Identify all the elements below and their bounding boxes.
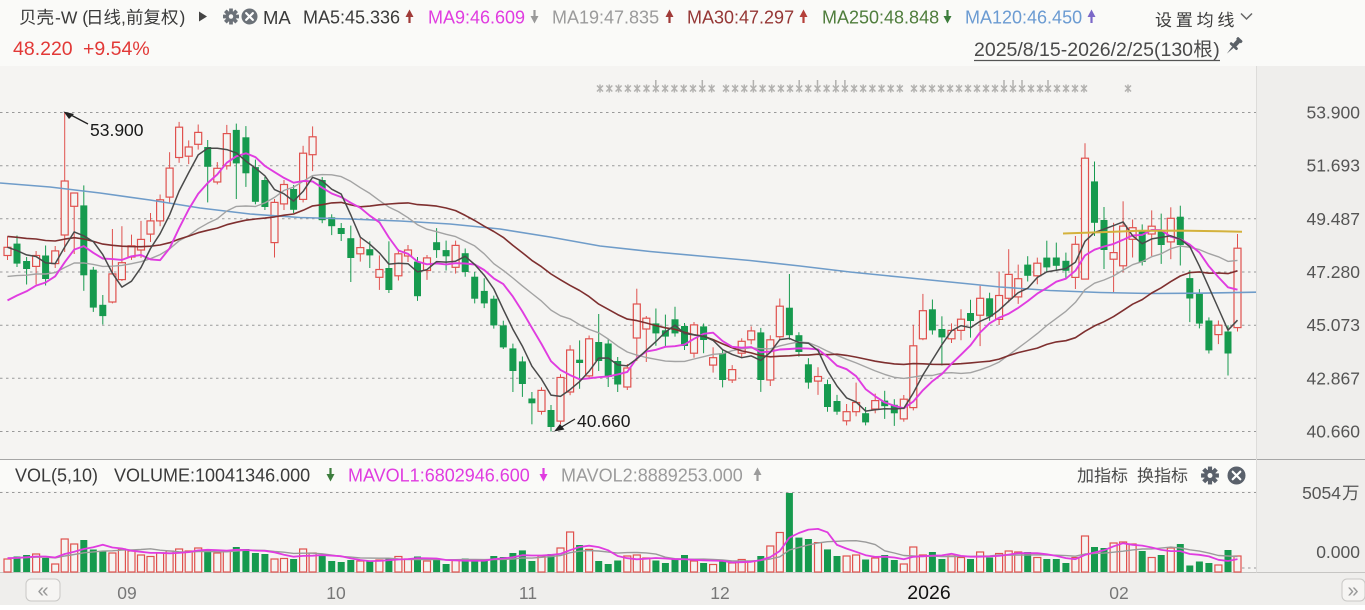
svg-text:49.487: 49.487: [1306, 209, 1360, 229]
svg-text:40.660: 40.660: [577, 411, 631, 431]
svg-text:45.073: 45.073: [1306, 315, 1360, 335]
svg-text:51.693: 51.693: [1306, 156, 1360, 176]
svg-text:,: ,: [121, 8, 126, 28]
svg-text:MA: MA: [263, 7, 291, 28]
svg-text:-W (: -W (: [55, 8, 88, 28]
svg-text:02: 02: [1109, 583, 1128, 603]
svg-text:MA9:46.609: MA9:46.609: [428, 8, 525, 28]
svg-text:11: 11: [519, 583, 537, 603]
svg-text:+9.54%: +9.54%: [83, 38, 150, 60]
svg-text:VOLUME:10041346.000: VOLUME:10041346.000: [114, 466, 310, 486]
svg-text:53.900: 53.900: [1306, 103, 1360, 123]
svg-text:2026: 2026: [907, 582, 950, 604]
svg-text:5054: 5054: [1302, 483, 1341, 503]
svg-text:0.000: 0.000: [1316, 542, 1360, 562]
svg-text:40.660: 40.660: [1306, 422, 1360, 442]
svg-text:10: 10: [326, 583, 346, 603]
svg-text:MA30:47.297: MA30:47.297: [687, 8, 794, 28]
svg-text:«: «: [37, 580, 48, 602]
svg-text:»: »: [1347, 580, 1358, 602]
svg-text:48.220: 48.220: [13, 38, 73, 60]
svg-text:42.867: 42.867: [1306, 368, 1360, 388]
svg-text:MAVOL1:6802946.600: MAVOL1:6802946.600: [348, 466, 530, 486]
svg-text:53.900: 53.900: [90, 120, 144, 140]
svg-text:MA5:45.336: MA5:45.336: [303, 8, 400, 28]
svg-text:): ): [180, 8, 186, 28]
svg-text:MA19:47.835: MA19:47.835: [552, 8, 659, 28]
svg-text:): ): [1213, 39, 1220, 61]
svg-text:2025/8/15-2026/2/25(130: 2025/8/15-2026/2/25(130: [974, 39, 1193, 61]
svg-text:MA120:46.450: MA120:46.450: [965, 8, 1082, 28]
svg-text:VOL(5,10): VOL(5,10): [15, 466, 98, 486]
svg-text:12: 12: [710, 583, 729, 603]
svg-text:MAVOL2:8889253.000: MAVOL2:8889253.000: [561, 466, 743, 486]
svg-text:MA250:48.848: MA250:48.848: [822, 8, 939, 28]
svg-text:09: 09: [117, 583, 136, 603]
svg-text:47.280: 47.280: [1306, 262, 1360, 282]
